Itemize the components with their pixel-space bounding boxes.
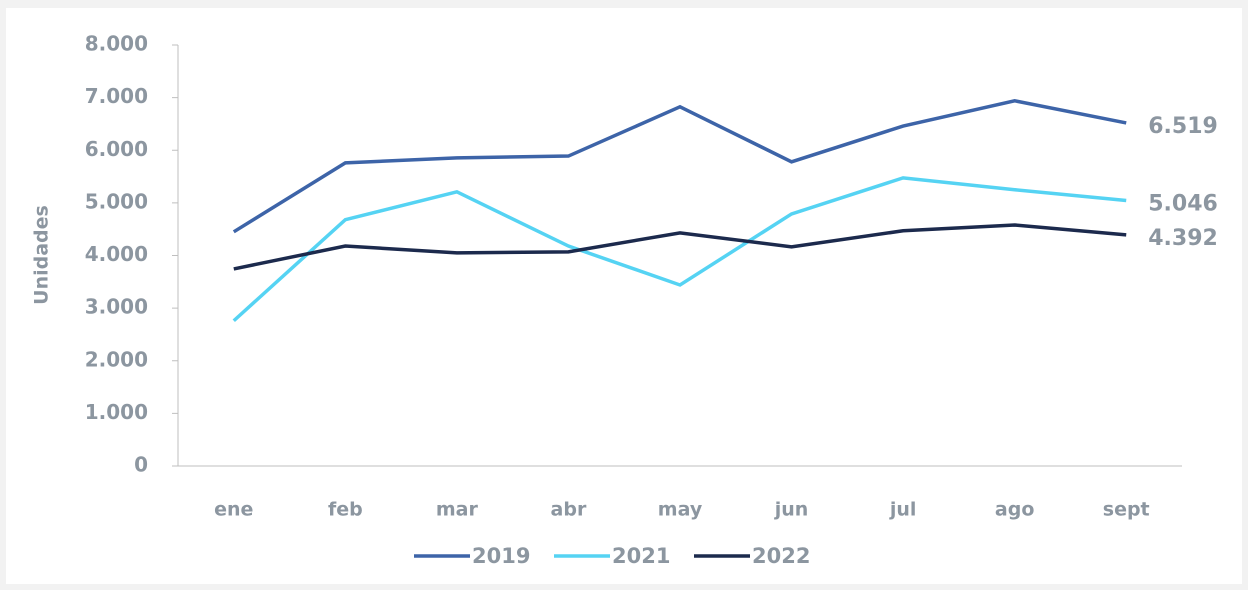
- y-tick-label: 5.000: [85, 189, 148, 213]
- legend-label: 2019: [472, 544, 530, 568]
- x-tick-label: jun: [774, 499, 809, 521]
- x-tick-label: sept: [1103, 499, 1150, 521]
- y-tick-label: 6.000: [85, 137, 148, 161]
- series-line: [233, 223, 1127, 271]
- series-line: [232, 98, 1127, 234]
- legend-label: 2021: [612, 544, 670, 568]
- value-label: 4.392: [1148, 226, 1218, 251]
- x-tick-label: jul: [889, 499, 917, 521]
- y-axis-label: Unidades: [31, 205, 53, 305]
- x-tick-label: feb: [328, 499, 363, 521]
- value-label: 6.519: [1148, 114, 1218, 139]
- x-tick-label: ago: [995, 499, 1034, 521]
- y-tick-label: 0: [134, 453, 148, 477]
- x-tick-label: abr: [551, 499, 587, 521]
- x-tick-label: ene: [214, 499, 253, 521]
- value-label: 5.046: [1148, 191, 1218, 216]
- x-tick-label: may: [658, 499, 703, 521]
- y-tick-label: 3.000: [85, 295, 148, 319]
- y-tick-label: 4.000: [85, 242, 148, 266]
- series-line: [232, 176, 1127, 323]
- y-tick-label: 1.000: [85, 400, 148, 424]
- x-tick-label: mar: [436, 499, 479, 521]
- legend-label: 2022: [752, 544, 810, 568]
- y-tick-label: 7.000: [85, 84, 148, 108]
- chart-area: [6, 8, 1242, 584]
- y-tick-label: 8.000: [85, 32, 148, 56]
- y-tick-label: 2.000: [85, 347, 148, 371]
